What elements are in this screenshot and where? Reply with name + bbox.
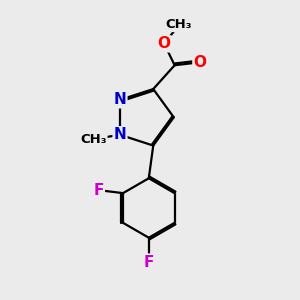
Text: CH₃: CH₃	[166, 18, 192, 31]
Text: N: N	[114, 92, 126, 107]
Text: F: F	[144, 255, 154, 270]
Text: N: N	[114, 127, 126, 142]
Text: O: O	[194, 55, 206, 70]
Text: CH₃: CH₃	[80, 133, 106, 146]
Text: F: F	[94, 183, 104, 198]
Text: O: O	[158, 36, 171, 51]
